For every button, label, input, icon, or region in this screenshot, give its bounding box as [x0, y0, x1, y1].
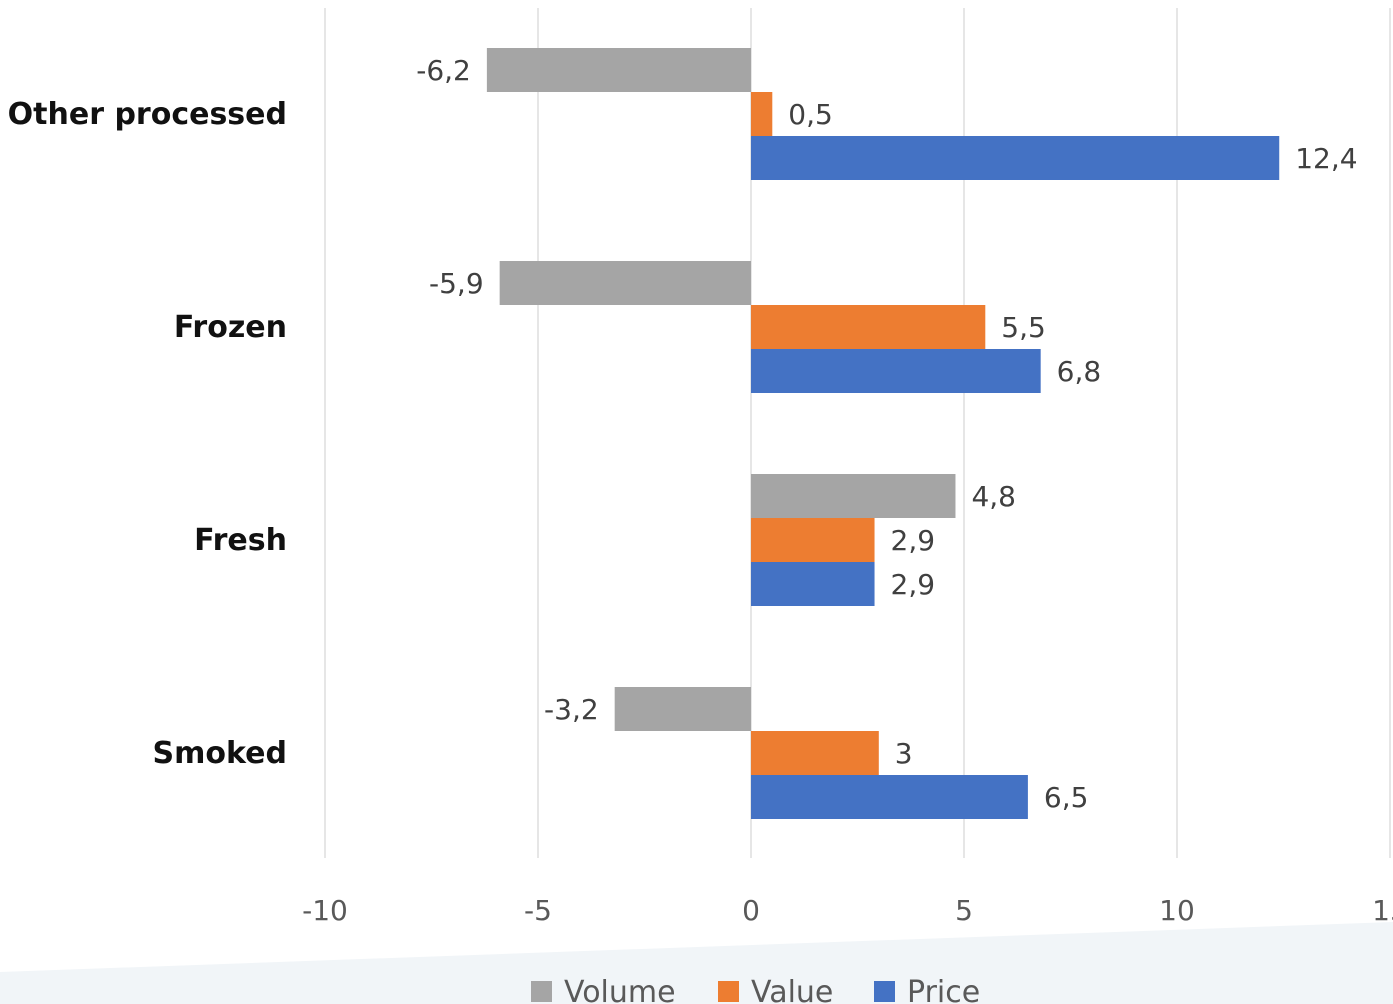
- bar-volume: [614, 687, 751, 731]
- bar-value: [751, 518, 875, 562]
- category-labels: Other processed Frozen Fresh Smoked: [8, 97, 287, 771]
- data-label-volume: -5,9: [429, 267, 484, 300]
- legend-label-price: Price: [907, 975, 980, 1004]
- data-label-price: 6,8: [1057, 355, 1102, 388]
- bar-price: [751, 775, 1028, 819]
- legend-label-volume: Volume: [564, 975, 676, 1004]
- bar-value: [751, 731, 879, 775]
- data-label-price: 6,5: [1044, 781, 1089, 814]
- bar-price: [751, 562, 875, 606]
- x-tick-label: 10: [1159, 894, 1195, 927]
- bar-volume: [499, 261, 751, 305]
- bar-value: [751, 92, 773, 136]
- bar-volume: [751, 474, 956, 518]
- x-tick-label: 15: [1372, 894, 1393, 927]
- data-label-value: 2,9: [891, 524, 936, 557]
- category-label: Frozen: [174, 310, 287, 345]
- data-label-price: 2,9: [891, 568, 936, 601]
- category-label: Fresh: [194, 523, 287, 558]
- legend-label-value: Value: [751, 975, 833, 1004]
- legend-swatch-volume: [531, 981, 552, 1002]
- x-tick-label: 5: [955, 894, 973, 927]
- bar-volume: [486, 48, 751, 92]
- bars: [486, 48, 1280, 819]
- bar-value: [751, 305, 986, 349]
- legend: Volume Value Price: [531, 975, 980, 1004]
- data-labels: -6,2 0,5 12,4 -5,9 5,5 6,8 4,8 2,9 2,9 -3,2 3 6,5: [416, 54, 1357, 814]
- data-label-volume: -3,2: [544, 693, 599, 726]
- x-tick-label: 0: [742, 894, 760, 927]
- data-label-value: 5,5: [1001, 311, 1046, 344]
- legend-swatch-price: [874, 981, 895, 1002]
- bar-price: [751, 349, 1041, 393]
- bar-price: [751, 136, 1280, 180]
- x-tick-label: -10: [302, 894, 348, 927]
- data-label-price: 12,4: [1295, 142, 1357, 175]
- x-tick-label: -5: [524, 894, 552, 927]
- bottom-banner-shape: [0, 922, 1393, 1004]
- x-axis-ticks: -10 -5 0 5 10 15: [302, 894, 1393, 927]
- data-label-volume: -6,2: [416, 54, 471, 87]
- data-label-value: 0,5: [788, 98, 833, 131]
- legend-swatch-value: [718, 981, 739, 1002]
- gridlines: [324, 8, 1391, 858]
- category-label: Smoked: [153, 736, 287, 771]
- data-label-value: 3: [895, 737, 913, 770]
- category-label: Other processed: [8, 97, 287, 132]
- data-label-volume: 4,8: [971, 480, 1016, 513]
